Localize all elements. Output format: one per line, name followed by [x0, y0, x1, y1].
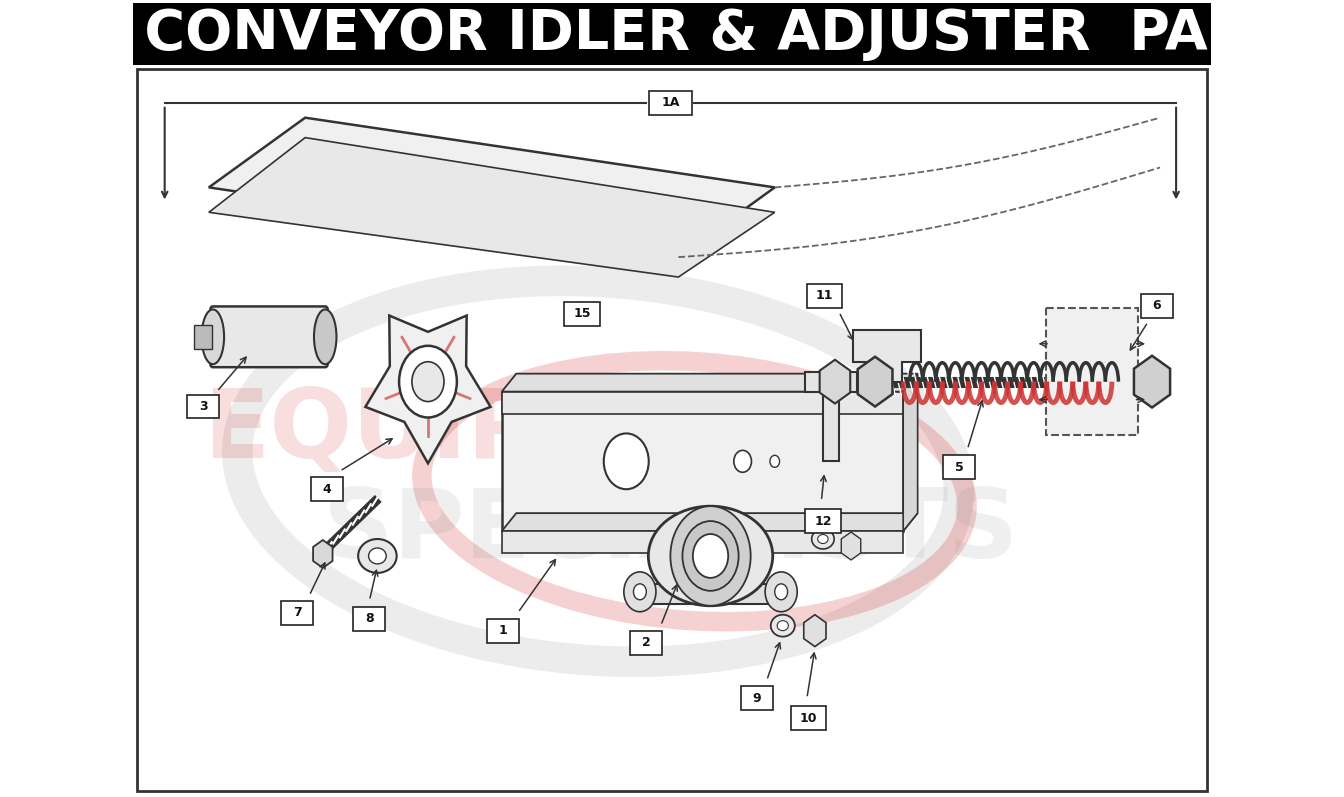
Ellipse shape	[358, 539, 396, 573]
Text: 8: 8	[366, 612, 374, 625]
Ellipse shape	[777, 621, 789, 630]
Circle shape	[694, 534, 728, 578]
Text: SPECIALISTS: SPECIALISTS	[323, 485, 1017, 578]
Polygon shape	[634, 584, 786, 604]
Text: 6: 6	[1153, 300, 1161, 312]
Circle shape	[633, 584, 646, 600]
Text: 1: 1	[499, 624, 508, 637]
FancyBboxPatch shape	[790, 706, 827, 730]
Circle shape	[411, 362, 444, 402]
Polygon shape	[208, 138, 774, 277]
Ellipse shape	[817, 535, 828, 544]
Polygon shape	[853, 330, 921, 382]
Ellipse shape	[314, 309, 336, 364]
FancyBboxPatch shape	[806, 284, 843, 308]
Text: 9: 9	[753, 692, 762, 705]
Circle shape	[734, 450, 751, 473]
Text: 3: 3	[199, 400, 207, 413]
Text: 11: 11	[816, 289, 833, 303]
Circle shape	[624, 572, 656, 612]
FancyBboxPatch shape	[741, 686, 773, 710]
Polygon shape	[805, 371, 856, 461]
FancyBboxPatch shape	[1141, 294, 1173, 318]
Polygon shape	[501, 531, 903, 553]
Circle shape	[770, 455, 780, 467]
Polygon shape	[208, 118, 774, 257]
FancyBboxPatch shape	[353, 607, 386, 630]
Polygon shape	[501, 391, 903, 531]
Text: 5: 5	[956, 461, 964, 473]
Circle shape	[683, 521, 739, 591]
Polygon shape	[366, 316, 491, 463]
Text: 24" CONVEYOR IDLER & ADJUSTER  PARTS: 24" CONVEYOR IDLER & ADJUSTER PARTS	[19, 7, 1325, 61]
Text: 12: 12	[814, 515, 832, 528]
Text: 2: 2	[642, 636, 650, 649]
Circle shape	[671, 506, 751, 606]
Text: 4: 4	[323, 483, 331, 496]
FancyBboxPatch shape	[310, 477, 343, 501]
FancyBboxPatch shape	[564, 302, 599, 326]
FancyBboxPatch shape	[281, 601, 313, 625]
Text: 10: 10	[800, 712, 817, 724]
Ellipse shape	[812, 529, 835, 549]
FancyBboxPatch shape	[805, 509, 840, 533]
Circle shape	[603, 434, 649, 489]
FancyBboxPatch shape	[488, 618, 520, 642]
Circle shape	[399, 346, 457, 418]
FancyBboxPatch shape	[649, 91, 692, 115]
Ellipse shape	[202, 309, 224, 364]
Ellipse shape	[648, 506, 773, 606]
FancyBboxPatch shape	[133, 3, 1211, 65]
Polygon shape	[903, 374, 918, 531]
FancyBboxPatch shape	[1046, 308, 1137, 435]
Polygon shape	[501, 374, 918, 391]
Ellipse shape	[770, 614, 794, 637]
Circle shape	[765, 572, 797, 612]
Ellipse shape	[368, 548, 386, 564]
FancyBboxPatch shape	[195, 325, 212, 349]
FancyBboxPatch shape	[943, 455, 976, 479]
FancyBboxPatch shape	[630, 630, 663, 654]
Text: 7: 7	[293, 607, 301, 619]
Circle shape	[774, 584, 788, 600]
Polygon shape	[501, 513, 918, 531]
Text: 1A: 1A	[661, 96, 680, 109]
FancyBboxPatch shape	[187, 395, 219, 418]
Text: EQUIPMENT: EQUIPMENT	[203, 385, 849, 478]
FancyBboxPatch shape	[211, 306, 328, 367]
Polygon shape	[501, 391, 903, 414]
Text: 15: 15	[574, 308, 591, 320]
